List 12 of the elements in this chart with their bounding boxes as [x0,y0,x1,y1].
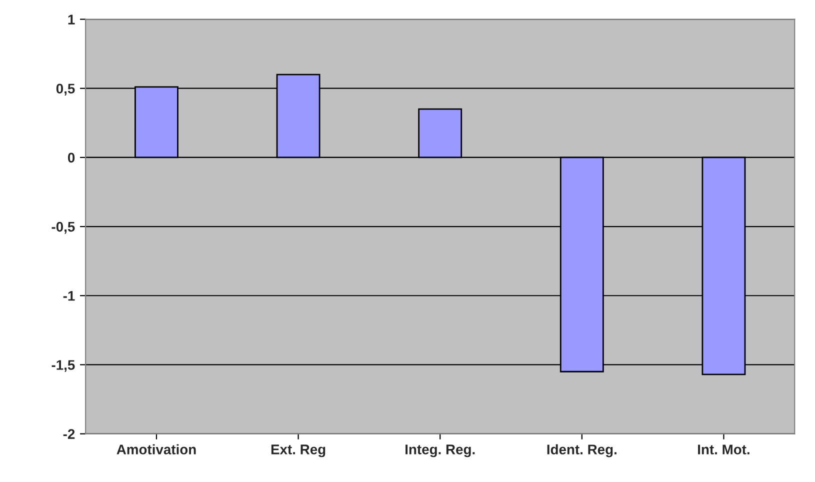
y-tick-label: 1 [68,14,75,24]
x-tick-label: Int. Mot. [698,444,750,454]
y-tick-label: 0,5 [56,84,75,96]
y-tick-label: -2 [63,429,75,439]
x-tick-label: Amotivation [116,444,196,454]
y-tick-label: -1,5 [52,360,75,372]
x-tick-label: Integ. Reg. [406,444,475,458]
x-tick-label: Ident. Reg. [547,444,616,458]
y-tick-label: -1 [63,291,75,301]
x-tick-label: Ext. Reg [271,444,326,458]
y-tick-label: -0,5 [52,222,75,234]
y-tick-label: 0 [68,152,75,163]
